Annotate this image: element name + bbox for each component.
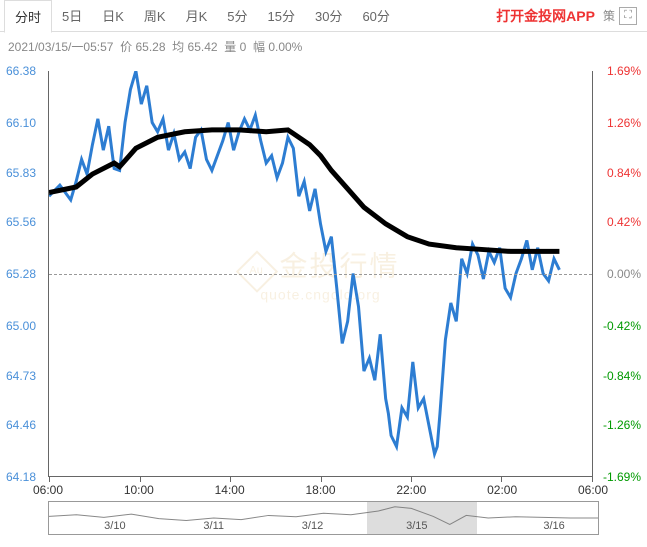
timeframe-tabs: 分时5日日K周K月K5分15分30分60分 打开金投网APP 策 ⛶ [0, 0, 647, 32]
y-left-label: 65.83 [6, 166, 36, 180]
datetime-text: 2021/03/15/一05:57 [8, 40, 113, 54]
nav-date-label: 3/11 [203, 520, 224, 532]
x-label: 06:00 [578, 483, 608, 497]
y-left-label: 64.46 [6, 418, 36, 432]
y-right-label: 0.42% [607, 215, 641, 229]
info-bar: 2021/03/15/一05:57 价 65.28 均 65.42 量 0 幅 … [0, 32, 647, 61]
y-right-label: 1.69% [607, 64, 641, 78]
y-left-label: 65.56 [6, 215, 36, 229]
baseline [49, 274, 592, 275]
vol-value: 0 [240, 40, 247, 54]
tab-5日[interactable]: 5日 [52, 0, 92, 31]
y-left-label: 65.28 [6, 267, 36, 281]
strategy-text: 策 [599, 7, 619, 24]
avg-value: 65.42 [188, 40, 218, 54]
navigator[interactable]: 3/10 3/11 3/12 3/15 3/16 [48, 501, 599, 535]
nav-date-label: 3/15 [406, 520, 427, 532]
chg-label: 幅 [253, 40, 265, 54]
avg-label: 均 [172, 40, 184, 54]
x-label: 06:00 [33, 483, 63, 497]
tab-月K[interactable]: 月K [176, 0, 218, 31]
expand-icon[interactable]: ⛶ [619, 7, 637, 25]
price-line [49, 71, 559, 454]
x-label: 14:00 [215, 483, 245, 497]
y-right-label: -0.84% [603, 369, 641, 383]
tab-15分[interactable]: 15分 [258, 0, 305, 31]
avg-line [49, 130, 559, 252]
x-label: 02:00 [487, 483, 517, 497]
y-right-label: 0.00% [607, 267, 641, 281]
chg-value: 0.00% [268, 40, 302, 54]
tab-30分[interactable]: 30分 [305, 0, 352, 31]
vol-label: 量 [224, 40, 236, 54]
tab-60分[interactable]: 60分 [352, 0, 399, 31]
price-value: 65.28 [135, 40, 165, 54]
y-right-label: -1.69% [603, 470, 641, 484]
y-left-label: 64.73 [6, 369, 36, 383]
x-label: 10:00 [124, 483, 154, 497]
y-left-label: 64.18 [6, 470, 36, 484]
tab-日K[interactable]: 日K [92, 0, 134, 31]
x-label: 22:00 [396, 483, 426, 497]
nav-date-label: 3/10 [104, 520, 125, 532]
y-left-label: 65.00 [6, 319, 36, 333]
tab-周K[interactable]: 周K [134, 0, 176, 31]
tab-分时[interactable]: 分时 [4, 0, 52, 33]
y-left-label: 66.38 [6, 64, 36, 78]
navigator-svg [49, 502, 598, 534]
y-right-label: -1.26% [603, 418, 641, 432]
y-right-label: -0.42% [603, 319, 641, 333]
y-left-label: 66.10 [6, 116, 36, 130]
price-label: 价 [120, 40, 132, 54]
y-right-label: 0.84% [607, 166, 641, 180]
nav-date-label: 3/12 [302, 520, 323, 532]
y-right-label: 1.26% [607, 116, 641, 130]
nav-date-label: 3/16 [543, 520, 564, 532]
main-chart: 金投行情 quote.cngold.org 66.381.69%66.101.2… [0, 61, 647, 501]
open-app-link[interactable]: 打开金投网APP [496, 6, 599, 26]
tab-5分[interactable]: 5分 [217, 0, 257, 31]
chart-container: 分时5日日K周K月K5分15分30分60分 打开金投网APP 策 ⛶ 2021/… [0, 0, 647, 547]
x-label: 18:00 [305, 483, 335, 497]
